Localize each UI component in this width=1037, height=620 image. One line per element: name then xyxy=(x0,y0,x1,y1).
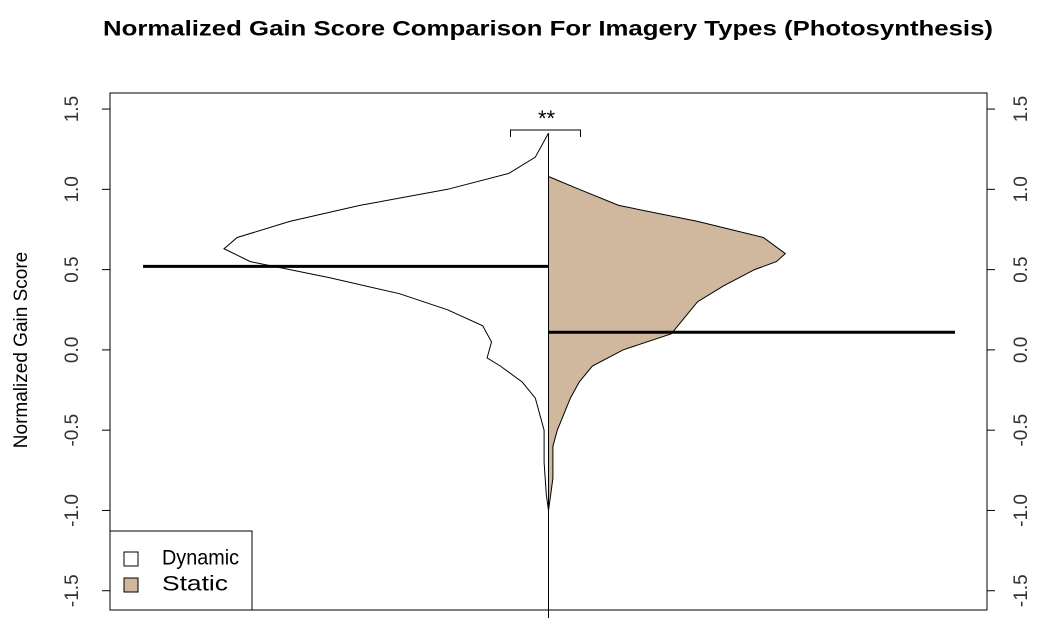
y2-tick-label: 1.5 xyxy=(1011,96,1032,122)
legend-label: Dynamic xyxy=(162,547,239,570)
y-tick-label: -0.5 xyxy=(62,414,83,447)
annotation: ** xyxy=(538,106,556,131)
legend-label: Static xyxy=(162,573,228,596)
y-axis-label: Normalized Gain Score xyxy=(11,252,32,448)
y2-tick-label: -1.0 xyxy=(1011,494,1032,527)
y-tick-label: 0.5 xyxy=(62,256,83,282)
violin-half xyxy=(223,132,549,511)
legend-swatch xyxy=(123,577,139,593)
y-tick-label: 1.5 xyxy=(62,96,83,122)
chart-title: Normalized Gain Score Comparison For Ima… xyxy=(103,18,993,41)
y-tick-label: -1.5 xyxy=(62,574,83,607)
violin-half xyxy=(548,176,787,511)
legend-swatch xyxy=(123,551,139,567)
y-tick-label: 0.0 xyxy=(62,337,83,363)
legend-box xyxy=(109,530,253,611)
y2-tick-label: 0.0 xyxy=(1011,337,1032,363)
y-tick-label: -1.0 xyxy=(62,494,83,527)
y2-tick-label: -0.5 xyxy=(1011,414,1032,447)
y-tick-label: 1.0 xyxy=(62,176,83,202)
y2-tick-label: 1.0 xyxy=(1011,176,1032,202)
y2-tick-label: -1.5 xyxy=(1011,574,1032,607)
significance-bracket xyxy=(510,129,581,137)
y2-tick-label: 0.5 xyxy=(1011,256,1032,282)
